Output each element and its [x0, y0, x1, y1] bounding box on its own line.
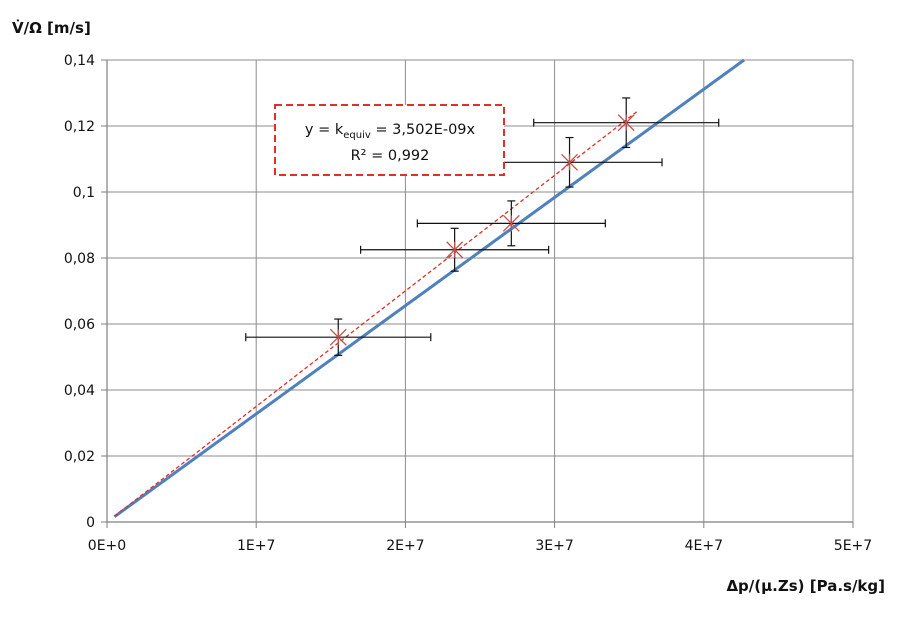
x-tick-label: 0E+0	[88, 538, 126, 554]
y-tick-labels: 0 0,02 0,04 0,06 0,08 0,1 0,12 0,14	[64, 53, 95, 531]
x-tick-label: 2E+7	[386, 538, 424, 554]
y-tick-label: 0	[86, 515, 95, 531]
data-point	[502, 214, 520, 232]
data-point	[446, 241, 464, 259]
x-tick-label: 1E+7	[237, 538, 275, 554]
data-point	[561, 153, 578, 171]
y-tick-label: 0,08	[64, 251, 95, 267]
trend-lines	[113, 58, 745, 518]
y-tick-label: 0,04	[64, 383, 95, 399]
y-tick-label: 0,1	[73, 185, 95, 201]
x-axis-title: Δp/(μ.Zs) [Pa.s/kg]	[726, 577, 885, 595]
x-tick-label: 4E+7	[685, 538, 723, 554]
x-tick-labels: 0E+0 1E+7 2E+7 3E+7 4E+7 5E+7	[88, 538, 872, 554]
equation-line: y = kequiv = 3,502E-09x	[305, 122, 476, 141]
data-point	[329, 328, 347, 346]
x-tick-label: 5E+7	[834, 538, 872, 554]
y-tick-label: 0,06	[64, 317, 95, 333]
blue-fit-line	[113, 58, 745, 518]
x-tick-label: 3E+7	[535, 538, 573, 554]
y-tick-label: 0,02	[64, 449, 95, 465]
axes	[101, 59, 854, 528]
y-tick-label: 0,14	[64, 53, 95, 69]
data-point	[617, 114, 635, 132]
equation-box-border	[274, 104, 505, 176]
y-axis-title: V̇/Ω [m/s]	[12, 18, 91, 37]
data-markers	[329, 114, 635, 346]
y-tick-label: 0,12	[64, 119, 95, 135]
r-squared-line: R² = 0,992	[351, 148, 430, 164]
regression-equation-box: y = kequiv = 3,502E-09x R² = 0,992	[274, 104, 505, 176]
